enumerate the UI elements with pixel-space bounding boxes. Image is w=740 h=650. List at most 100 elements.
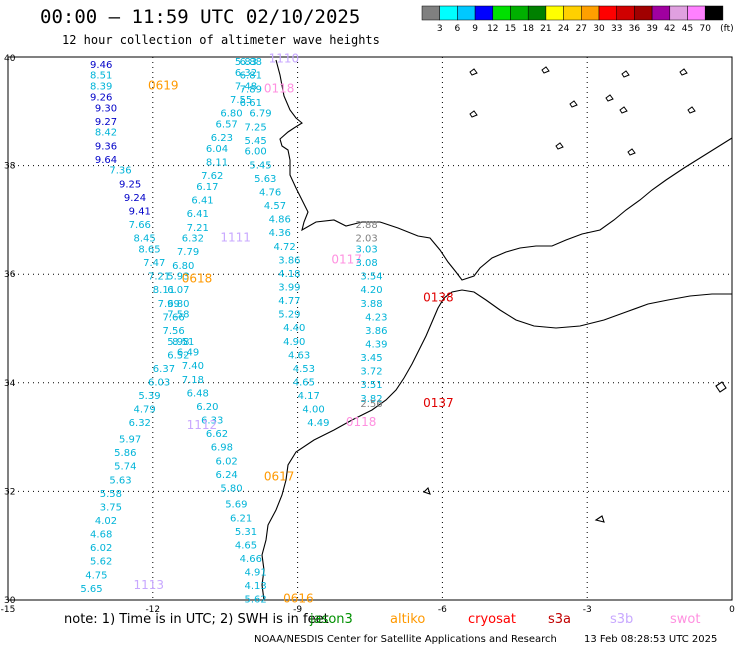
wave-height-value: 6.32: [182, 234, 204, 245]
x-tick-label: -3: [583, 605, 592, 615]
wave-height-value: 4.75: [85, 570, 107, 581]
wave-height-value: 4.76: [259, 187, 281, 198]
pass-label: 0619: [148, 79, 179, 93]
wave-height-value: 5.63: [254, 174, 276, 185]
wave-height-value: 5.97: [119, 435, 141, 446]
scale-swatch: [510, 5, 529, 21]
wave-height-value: 6.32: [129, 418, 151, 429]
satellite-swot: swot: [670, 612, 701, 627]
wave-height-value: 5.29: [278, 310, 300, 321]
y-tick-label: 36: [4, 270, 16, 280]
wave-height-value: 7.79: [177, 247, 199, 258]
scale-swatch: [545, 5, 564, 21]
wave-height-value: 6.23: [211, 133, 233, 144]
wave-height-value: 4.79: [133, 405, 155, 416]
wave-height-value: 7.55: [230, 95, 252, 106]
x-tick-label: 0: [729, 605, 735, 615]
wave-height-value: 6.04: [206, 144, 228, 155]
scale-swatch: [651, 5, 671, 21]
scale-label: 33: [611, 24, 622, 34]
lake-outline: [619, 106, 628, 114]
wave-height-value: 3.45: [360, 353, 382, 364]
wave-height-value: 6.49: [177, 348, 199, 359]
wave-height-value: 3.86: [365, 326, 387, 337]
wave-height-value: 5.39: [138, 391, 160, 402]
scale-swatch: [474, 5, 494, 21]
wave-height-value: 7.21: [187, 223, 209, 234]
wave-height-value: 5.31: [235, 527, 257, 538]
wave-height-value: 9.41: [129, 206, 151, 217]
wave-height-value: 4.39: [365, 340, 387, 351]
scale-swatch: [421, 5, 440, 21]
wave-height-value: 9.46: [90, 60, 112, 71]
wave-height-value: 6.62: [206, 429, 228, 440]
wave-height-value: 7.48: [235, 82, 257, 93]
wave-height-value: 5.83: [235, 57, 257, 68]
wave-height-value: 7.56: [162, 326, 184, 337]
scale-swatch: [563, 5, 582, 21]
pass-label: 0118: [346, 415, 377, 429]
altimeter-tracks: 9.468.518.399.269.309.278.429.369.647.36…: [80, 51, 453, 605]
wave-height-value: 4.66: [240, 554, 262, 565]
scale-label: 42: [664, 24, 675, 34]
lake-outline: [469, 110, 478, 118]
wave-height-value: 8.39: [90, 82, 112, 93]
wave-height-value: 5.80: [220, 483, 242, 494]
scale-unit: (ft): [720, 24, 734, 34]
scale-swatch: [581, 5, 600, 21]
wave-height-value: 4.65: [235, 540, 257, 551]
scale-swatch: [704, 5, 724, 21]
scale-label: 12: [487, 24, 498, 34]
axis-ticks: -15 -12 -9 -6 -3 0 40 38 36 34 32 30: [1, 54, 735, 615]
wave-height-value: 4.57: [264, 201, 286, 212]
wave-height-value: 6.21: [230, 513, 252, 524]
wave-height-value: 5.65: [80, 584, 102, 595]
y-tick-label: 30: [4, 596, 16, 606]
wave-height-value: 8.11: [206, 158, 228, 169]
wave-height-value: 8.42: [95, 128, 117, 139]
y-tick-label: 38: [4, 162, 16, 172]
scale-label: 39: [646, 24, 658, 34]
wave-height-value: 6.41: [191, 196, 213, 207]
wave-height-value: 3.08: [356, 258, 378, 269]
x-tick-label: -6: [438, 605, 447, 615]
coastline-segment: [422, 486, 431, 495]
lake-outline: [627, 148, 636, 156]
pass-label: 1110: [269, 51, 300, 65]
scale-swatch: [634, 5, 653, 21]
coastline-segment: [261, 289, 732, 601]
lake-outline: [687, 106, 696, 114]
wave-height-value: 6.24: [216, 470, 238, 481]
wave-height-value: 6.03: [148, 378, 170, 389]
wave-height-value: 6.80: [172, 261, 194, 272]
wave-height-value: 4.20: [360, 285, 382, 296]
coastline-segment: [275, 59, 733, 281]
y-tick-label: 34: [4, 379, 16, 389]
wave-height-value: 4.77: [278, 296, 300, 307]
scale-label: 15: [505, 24, 516, 34]
x-tick-label: -12: [145, 605, 160, 615]
wave-height-value: 7.89: [240, 84, 262, 95]
wave-height-value: 8.45: [133, 234, 155, 245]
wave-height-value: 4.72: [273, 242, 295, 253]
page-title: 00:00 — 11:59 UTC 02/10/2025: [40, 6, 361, 28]
wave-height-value: 7.66: [129, 220, 151, 231]
wave-height-value: 6.20: [196, 402, 218, 413]
wave-height-value: 6.57: [216, 120, 238, 131]
wave-height-value: 4.53: [293, 364, 315, 375]
wave-height-value: 6.48: [187, 388, 209, 399]
scale-label: 6: [455, 24, 461, 34]
wave-height-value: 9.27: [95, 117, 117, 128]
coastline-segment: [715, 381, 727, 393]
wave-height-value: 4.49: [307, 418, 329, 429]
wave-height-value: 6.98: [211, 443, 233, 454]
wave-height-value: 4.18: [278, 269, 300, 280]
pass-label: 0618: [182, 271, 213, 285]
pass-label: 1111: [220, 231, 251, 245]
wave-height-value: 6.61: [240, 98, 262, 109]
wave-height-value: 6.41: [187, 209, 209, 220]
timestamp: 13 Feb 08:28:53 UTC 2025: [584, 634, 718, 645]
coastline-segment: [594, 515, 605, 523]
scale-swatch: [457, 5, 476, 21]
